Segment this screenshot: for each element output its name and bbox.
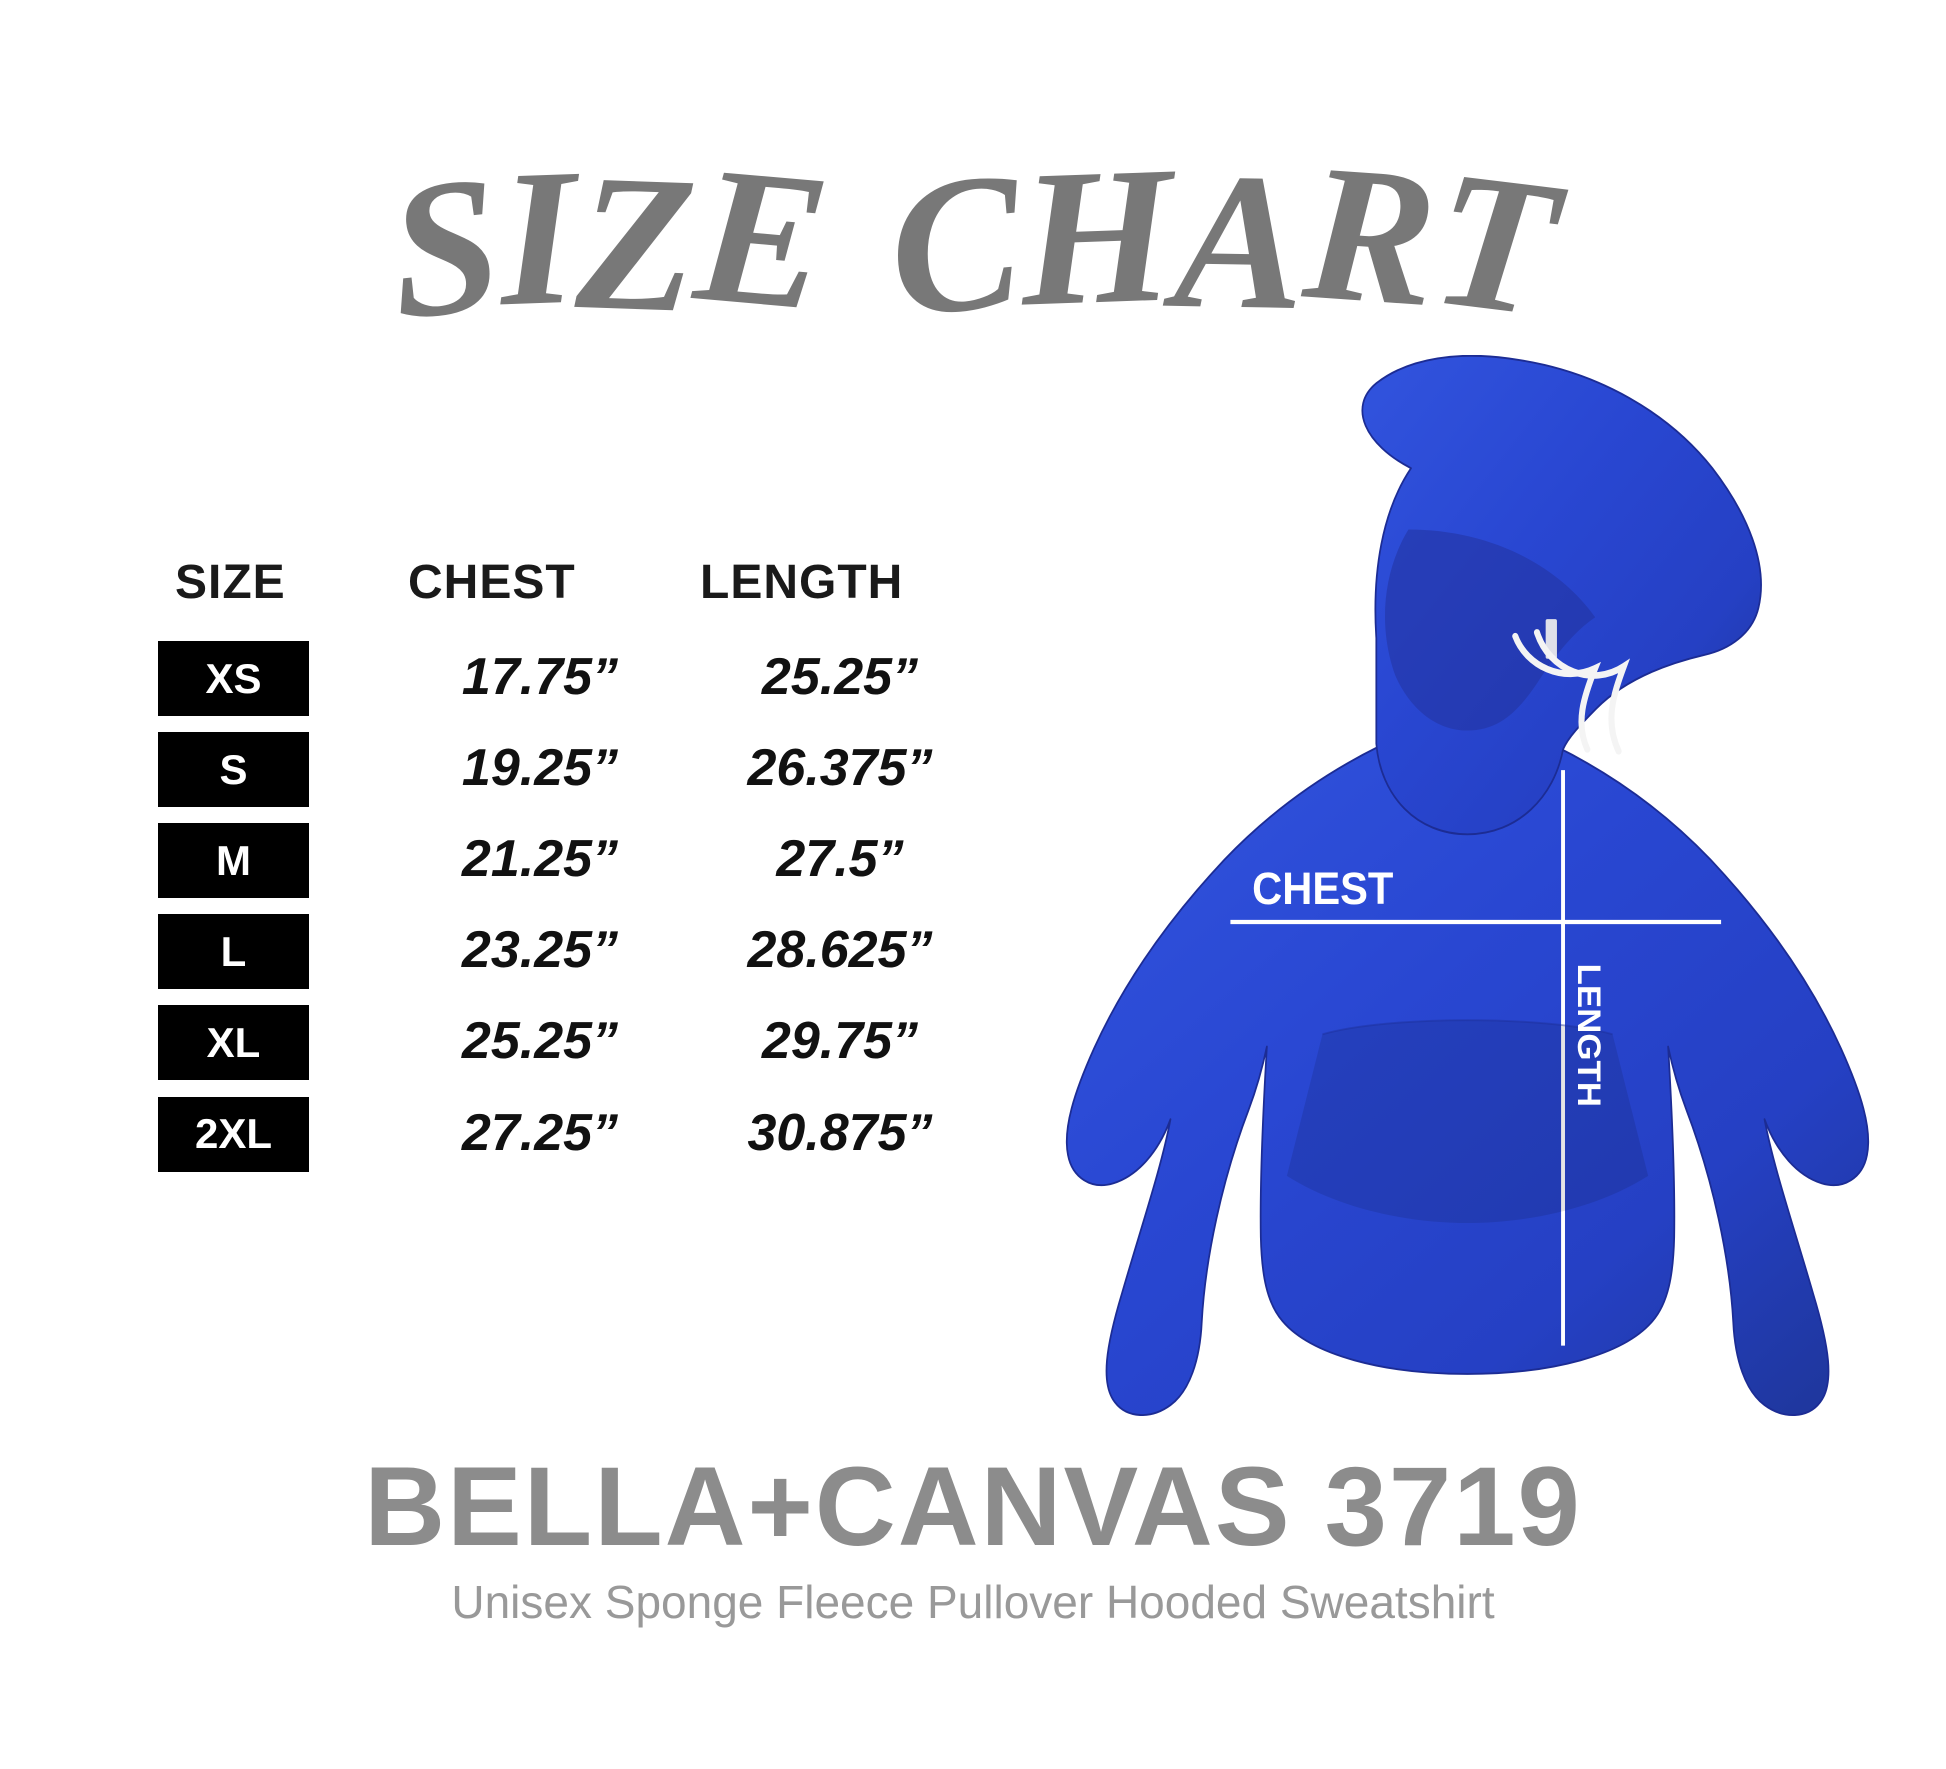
svg-text:CHEST: CHEST (1252, 865, 1394, 915)
svg-text:LENGTH: LENGTH (1570, 964, 1605, 1107)
